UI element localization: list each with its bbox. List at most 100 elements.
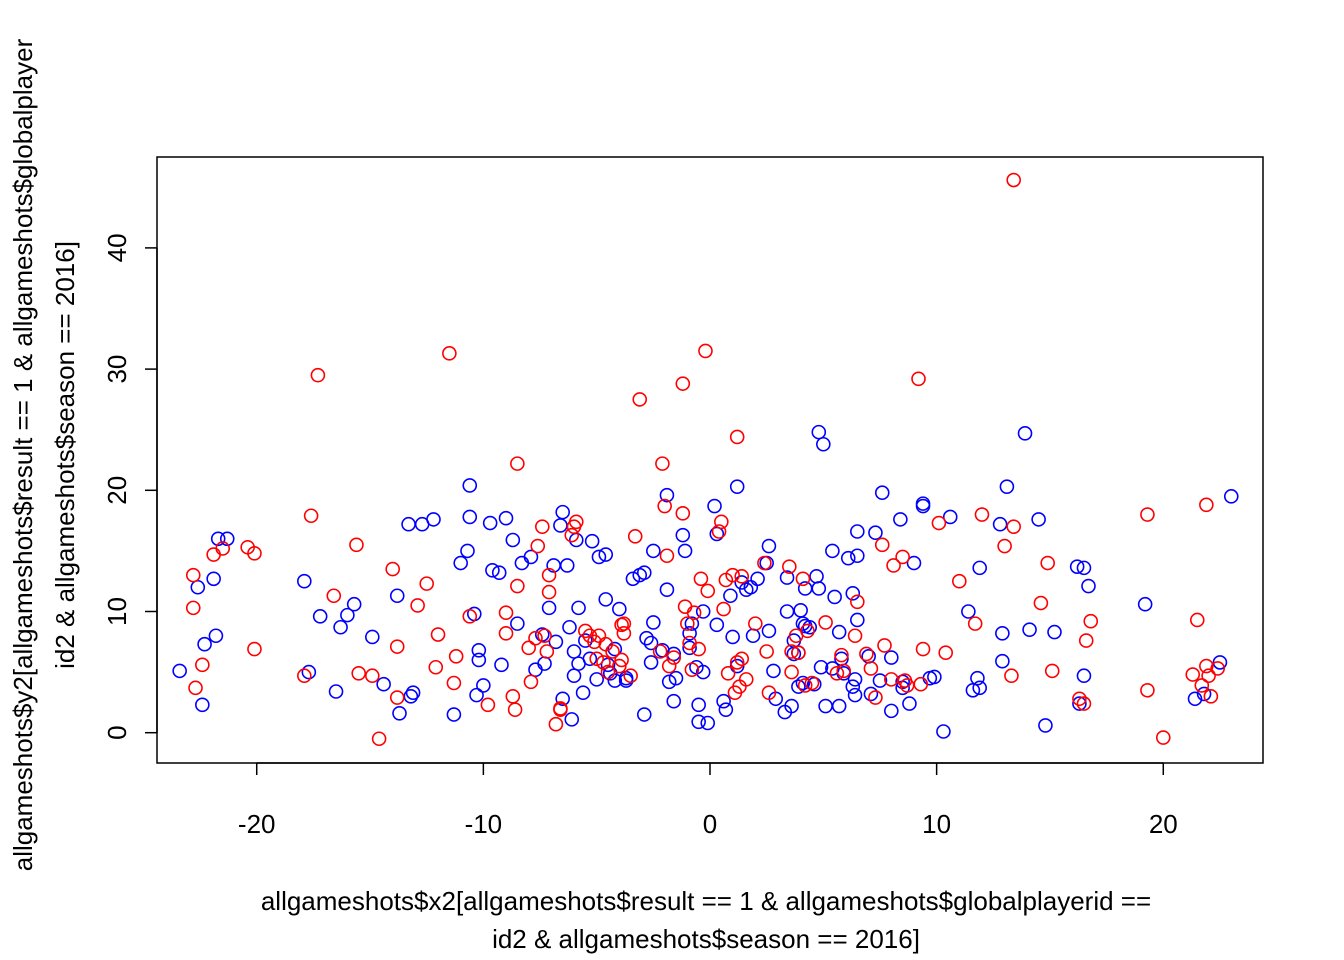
scatter-point	[1031, 512, 1046, 527]
scatter-point	[711, 524, 727, 539]
scatter-point	[612, 658, 627, 674]
scatter-point	[1199, 658, 1214, 674]
scatter-point	[1203, 689, 1219, 704]
scatter-point	[564, 712, 580, 727]
scatter-point	[605, 644, 620, 659]
scatter-point	[1076, 668, 1092, 684]
scatter-point	[541, 567, 557, 583]
series-2	[185, 172, 1225, 747]
scatter-point	[210, 531, 226, 547]
scatter-point	[541, 584, 557, 600]
scatter-point	[834, 647, 849, 663]
scatter-point	[695, 664, 711, 680]
x-axis: -20 -10 0 10 20	[238, 762, 1178, 839]
scatter-point	[680, 616, 695, 631]
scatter-point	[1047, 624, 1062, 640]
scatter-point	[868, 525, 883, 541]
scatter-point	[460, 543, 475, 559]
scatter-point	[428, 659, 444, 675]
scatter-point	[639, 630, 654, 646]
scatter-point	[410, 598, 425, 613]
scatter-point	[677, 543, 693, 559]
points-layer	[172, 172, 1239, 747]
scatter-point	[197, 636, 212, 652]
scatter-point	[748, 616, 763, 631]
scatter-point	[893, 512, 908, 527]
scatter-point	[476, 678, 491, 693]
scatter-point	[485, 562, 500, 578]
scatter-point	[791, 645, 806, 661]
scatter-point	[1038, 718, 1053, 733]
scatter-point	[813, 659, 829, 675]
scatter-point	[1210, 661, 1225, 676]
scatter-point	[596, 655, 611, 670]
scatter-point	[208, 628, 224, 644]
scatter-point	[568, 514, 584, 530]
scatter-point	[1083, 613, 1099, 629]
scatter-point	[625, 571, 641, 587]
scatter-point	[895, 549, 910, 565]
y-axis-label-line-1: allgameshots$y2[allgameshots$result == 1…	[8, 38, 38, 871]
scatter-point	[172, 663, 187, 679]
scatter-point	[804, 675, 820, 691]
scatter-point	[1223, 489, 1239, 504]
x-tick-label: 10	[922, 809, 951, 839]
scatter-point	[646, 615, 661, 630]
scatter-point	[326, 588, 342, 604]
scatter-point	[795, 675, 811, 691]
scatter-point	[1189, 612, 1205, 628]
scatter-point	[510, 456, 525, 471]
x-tick-label: 0	[703, 809, 717, 839]
scatter-point	[555, 691, 570, 707]
x-tick-label: -10	[465, 809, 503, 839]
scatter-point	[729, 429, 745, 445]
scatter-point	[623, 668, 638, 684]
scatter-point	[510, 578, 525, 594]
scatter-point	[972, 680, 988, 696]
scatter-point	[845, 679, 861, 694]
scatter-point	[480, 697, 496, 713]
scatter-point	[310, 367, 326, 383]
scatter-point	[215, 541, 231, 556]
scatter-point	[840, 550, 856, 566]
scatter-point	[636, 707, 652, 722]
scatter-point	[1081, 578, 1096, 594]
scatter-point	[698, 343, 713, 359]
scatter-point	[328, 684, 344, 699]
scatter-point	[1017, 426, 1033, 441]
scatter-point	[761, 538, 777, 554]
scatter-point	[850, 594, 865, 610]
scatter-point	[578, 623, 593, 639]
scatter-point	[453, 555, 468, 571]
scatter-point	[632, 392, 648, 407]
scatter-point	[911, 371, 926, 387]
scatter-point	[349, 537, 364, 553]
scatter-point	[659, 548, 675, 564]
scatter-point	[686, 605, 702, 621]
scatter-point	[612, 601, 627, 617]
scatter-point	[548, 716, 564, 732]
scatter-point	[700, 583, 716, 599]
scatter-point	[548, 634, 564, 650]
y-axis-label-line-2: id2 & allgameshots$season == 2016]	[50, 241, 80, 669]
scatter-point	[616, 626, 632, 641]
scatter-point	[559, 558, 575, 573]
scatter-point	[738, 672, 754, 687]
scatter-point	[886, 558, 901, 573]
scatter-point	[874, 485, 890, 501]
y-tick-label: 20	[102, 476, 132, 505]
scatter-point	[247, 641, 262, 657]
scatter-point	[510, 616, 525, 631]
scatter-point	[759, 644, 774, 659]
scatter-point	[471, 652, 487, 668]
scatter-point	[365, 668, 380, 684]
scatter-point	[750, 571, 765, 587]
scatter-point	[695, 604, 711, 619]
scatter-point	[616, 616, 632, 631]
scatter-point	[195, 697, 210, 713]
scatter-point	[655, 456, 670, 471]
scatter-point	[1194, 678, 1210, 693]
scatter-point	[784, 644, 799, 659]
scatter-point	[734, 651, 750, 667]
scatter-point	[589, 651, 604, 667]
